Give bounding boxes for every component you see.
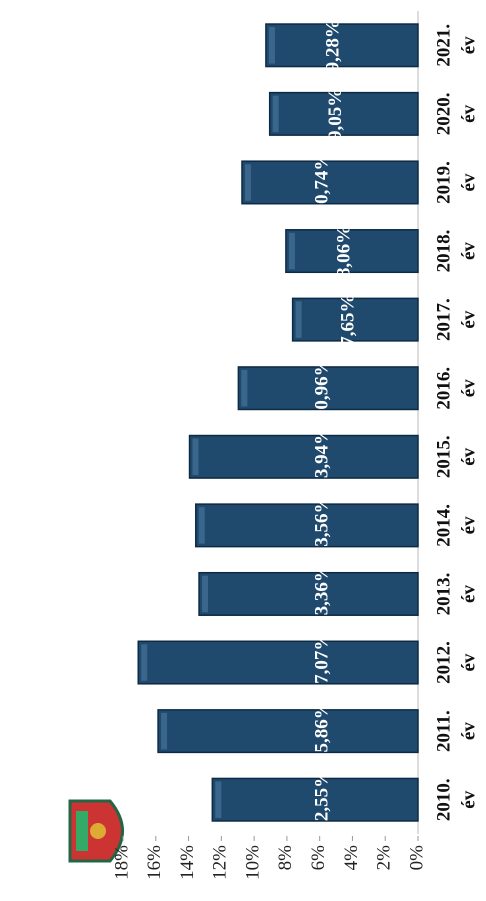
bar-highlight	[161, 712, 168, 750]
x-tick-label: 2010.	[433, 778, 454, 821]
value-label: 8,06%	[334, 225, 355, 277]
bar	[188, 434, 419, 479]
bar-highlight	[215, 781, 222, 818]
y-tick-label: 2%	[374, 845, 395, 871]
x-tick-label: 2011.	[433, 710, 454, 752]
value-label: 13,36%	[311, 563, 332, 625]
x-tick-suffix: év	[458, 379, 479, 397]
x-tick-label: 2015.	[433, 435, 454, 478]
bar	[157, 709, 419, 754]
bar-highlight	[295, 301, 302, 338]
bar	[198, 571, 419, 616]
bar	[285, 229, 419, 274]
value-label: 13,56%	[311, 495, 332, 557]
x-tick-label: 2019.	[433, 161, 454, 204]
bar-highlight	[272, 95, 279, 133]
value-label: 9,28%	[323, 19, 344, 71]
bar	[137, 640, 419, 685]
bar-highlight	[192, 438, 199, 476]
y-tick-label: 4%	[341, 845, 362, 871]
bar-highlight	[198, 507, 205, 544]
x-tick-suffix: év	[458, 310, 479, 328]
x-tick-suffix: év	[458, 790, 479, 808]
bar	[291, 297, 419, 342]
x-tick-suffix: év	[458, 447, 479, 465]
value-label: 7,65%	[337, 294, 358, 346]
bar-highlight	[141, 644, 148, 681]
value-label: 12,55%	[311, 769, 332, 831]
bar	[211, 777, 419, 822]
x-tick-label: 2012.	[433, 641, 454, 684]
y-tick-label: 8%	[275, 845, 296, 871]
x-tick-label: 2013.	[433, 573, 454, 616]
value-label: 15,86%	[311, 700, 332, 762]
x-tick-suffix: év	[458, 722, 479, 740]
bar	[195, 503, 419, 548]
x-tick-label: 2020.	[433, 93, 454, 136]
x-tick-label: 2016.	[433, 367, 454, 410]
x-tick-suffix: év	[458, 584, 479, 602]
value-label: 10,96%	[311, 357, 332, 419]
x-tick-label: 2014.	[433, 504, 454, 547]
x-tick-label: 2021.	[433, 24, 454, 67]
x-tick-suffix: év	[458, 104, 479, 122]
y-tick-label: 6%	[308, 845, 329, 871]
x-tick-label: 2018.	[433, 230, 454, 273]
bar	[241, 160, 419, 205]
y-tick-label: 14%	[177, 845, 198, 880]
bar-highlight	[244, 164, 251, 201]
bar-highlight	[268, 27, 275, 64]
value-label: 10,74%	[311, 152, 332, 214]
bar-highlight	[202, 575, 209, 613]
x-tick-suffix: év	[458, 242, 479, 260]
x-tick-label: 2017.	[433, 298, 454, 341]
bar-highlight	[241, 369, 248, 407]
y-tick-label: 10%	[242, 845, 263, 880]
x-tick-suffix: év	[458, 36, 479, 54]
bar	[268, 91, 419, 136]
bar	[237, 366, 419, 411]
y-tick-label: 12%	[210, 845, 231, 880]
x-tick-suffix: év	[458, 653, 479, 671]
value-label: 17,07%	[311, 632, 332, 694]
bar-highlight	[288, 232, 295, 270]
value-label: 9,05%	[325, 88, 346, 140]
rotated-plot: 0%2%4%6%8%10%12%14%16%18%2010. év12,55%20…	[68, 11, 479, 880]
x-tick-suffix: év	[458, 173, 479, 191]
value-label: 13,94%	[311, 426, 332, 488]
y-tick-label: 18%	[111, 845, 132, 880]
x-tick-suffix: év	[458, 516, 479, 534]
logo	[68, 799, 124, 863]
y-tick-label: 0%	[406, 845, 427, 871]
bar	[265, 23, 419, 68]
y-tick-label: 16%	[144, 845, 165, 880]
